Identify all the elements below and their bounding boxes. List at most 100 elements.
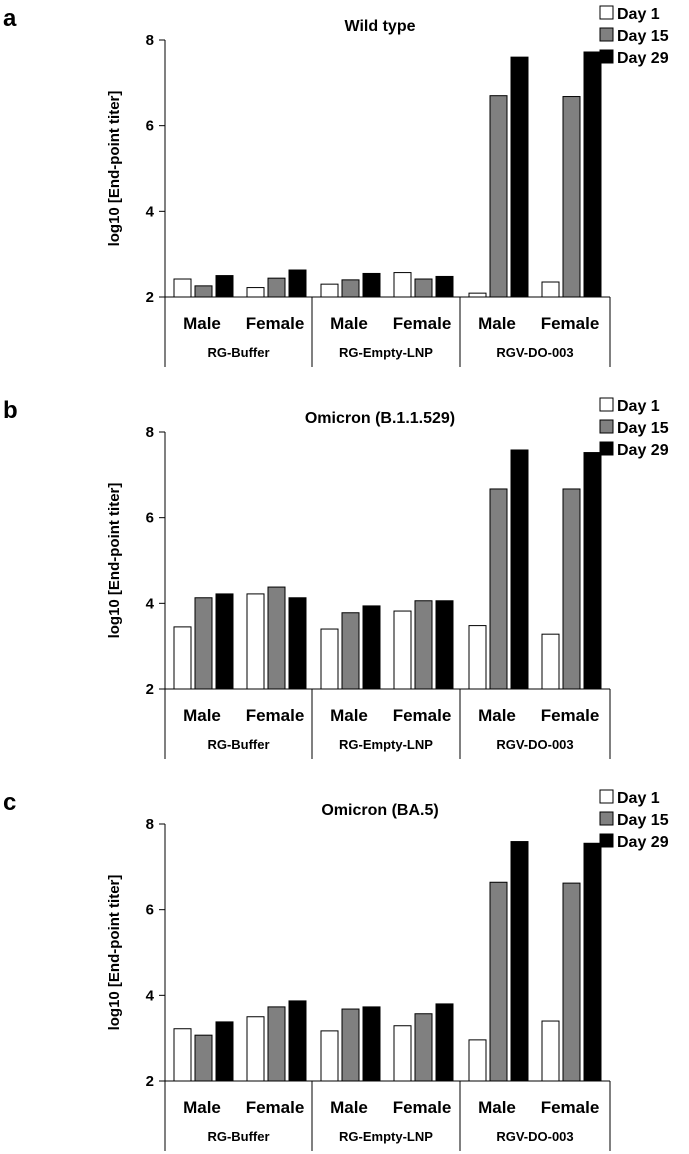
panel-letter: c	[3, 789, 16, 816]
bar-day-29	[215, 593, 234, 690]
y-tick-label: 2	[146, 289, 154, 306]
bar-day-15	[489, 488, 508, 690]
y-tick-label: 4	[146, 987, 155, 1004]
bar-day-15	[194, 597, 213, 690]
chart-panel-c: c Omicron (BA.5) 2 4 6 8 log10 [End-point tite…	[3, 789, 669, 1151]
x-group-label: RGV-DO-003	[496, 737, 573, 752]
bar-day-15	[267, 1006, 286, 1082]
bar-day-1	[246, 1016, 265, 1082]
x-subgroup-label: Female	[541, 314, 600, 333]
bar-day-1	[393, 1025, 412, 1082]
bar-day-29	[215, 275, 234, 298]
legend-label: Day 29	[617, 442, 669, 459]
x-subgroup-label: Female	[393, 1098, 452, 1117]
bar-day-15	[489, 95, 508, 298]
bar-day-15	[414, 1013, 433, 1082]
legend-swatch	[599, 811, 614, 826]
chart-panel-a: a Wild type 2 4 6 8 log10 [End-point titer] Mal…	[3, 5, 669, 367]
x-subgroup-label: Male	[330, 314, 368, 333]
legend-label: Day 1	[617, 6, 660, 23]
x-subgroup-label: Male	[478, 314, 516, 333]
legend-swatch	[599, 49, 614, 64]
y-tick-label: 8	[146, 816, 154, 833]
y-tick-label: 6	[146, 118, 154, 135]
legend-swatch	[599, 397, 614, 412]
bar-day-29	[583, 452, 602, 690]
bar-day-29	[362, 272, 381, 298]
bar-day-29	[215, 1021, 234, 1082]
bar-day-29	[510, 449, 529, 690]
x-subgroup-label: Male	[183, 706, 221, 725]
legend-swatch	[599, 5, 614, 20]
legend-label: Day 15	[617, 420, 669, 437]
y-tick-label: 8	[146, 32, 154, 49]
bar-day-29	[510, 56, 529, 298]
bar-day-1	[468, 625, 487, 690]
y-tick-label: 4	[146, 203, 155, 220]
bar-day-15	[341, 1008, 360, 1082]
panel-letter: b	[3, 397, 18, 424]
x-subgroup-label: Female	[246, 1098, 305, 1117]
x-subgroup-label: Female	[393, 706, 452, 725]
legend-label: Day 29	[617, 834, 669, 851]
x-subgroup-label: Male	[183, 314, 221, 333]
y-tick-label: 6	[146, 510, 154, 527]
x-subgroup-label: Male	[330, 706, 368, 725]
bar-day-15	[194, 1034, 213, 1082]
bar-day-1	[173, 626, 192, 690]
bar-day-15	[267, 586, 286, 690]
x-subgroup-label: Female	[246, 706, 305, 725]
bar-day-1	[173, 278, 192, 298]
y-axis-label: log10 [End-point titer]	[106, 875, 123, 1031]
panel-letter: a	[3, 5, 17, 32]
bar-day-15	[414, 600, 433, 690]
bar-day-29	[510, 841, 529, 1082]
x-group-label: RG-Empty-LNP	[339, 737, 433, 752]
x-group-label: RG-Buffer	[207, 737, 269, 752]
legend-label: Day 1	[617, 398, 660, 415]
legend-label: Day 15	[617, 812, 669, 829]
chart-title: Wild type	[345, 18, 416, 35]
bar-day-1	[541, 1020, 560, 1082]
legend-swatch	[599, 27, 614, 42]
y-axis-label: log10 [End-point titer]	[106, 483, 123, 639]
legend-label: Day 29	[617, 50, 669, 67]
y-axis-label: log10 [End-point titer]	[106, 91, 123, 247]
bar-day-29	[583, 842, 602, 1082]
bar-day-29	[288, 1000, 307, 1082]
x-group-label: RG-Empty-LNP	[339, 345, 433, 360]
y-tick-label: 2	[146, 681, 154, 698]
bar-day-29	[435, 275, 454, 298]
bar-day-15	[562, 488, 581, 690]
bar-day-15	[414, 278, 433, 298]
x-group-label: RG-Empty-LNP	[339, 1129, 433, 1144]
x-group-label: RG-Buffer	[207, 345, 269, 360]
bar-day-1	[246, 593, 265, 690]
bar-day-29	[435, 600, 454, 690]
bar-day-15	[194, 285, 213, 298]
bar-day-29	[583, 51, 602, 298]
x-group-label: RG-Buffer	[207, 1129, 269, 1144]
x-subgroup-label: Female	[541, 1098, 600, 1117]
bar-day-1	[173, 1028, 192, 1082]
y-tick-label: 2	[146, 1073, 154, 1090]
bar-day-1	[468, 292, 487, 298]
bar-day-29	[288, 597, 307, 690]
bar-day-15	[489, 881, 508, 1082]
x-subgroup-label: Male	[330, 1098, 368, 1117]
bar-day-1	[393, 610, 412, 690]
bar-day-29	[362, 1006, 381, 1082]
legend-swatch	[599, 789, 614, 804]
y-tick-label: 6	[146, 902, 154, 919]
x-subgroup-label: Male	[478, 706, 516, 725]
bar-day-29	[288, 269, 307, 298]
bar-day-1	[468, 1039, 487, 1082]
bar-day-29	[435, 1003, 454, 1082]
chart-title: Omicron (B.1.1.529)	[305, 410, 455, 427]
bar-day-1	[393, 272, 412, 298]
legend-swatch	[599, 833, 614, 848]
x-subgroup-label: Female	[393, 314, 452, 333]
bar-day-1	[320, 1030, 339, 1082]
bar-day-1	[246, 287, 265, 298]
